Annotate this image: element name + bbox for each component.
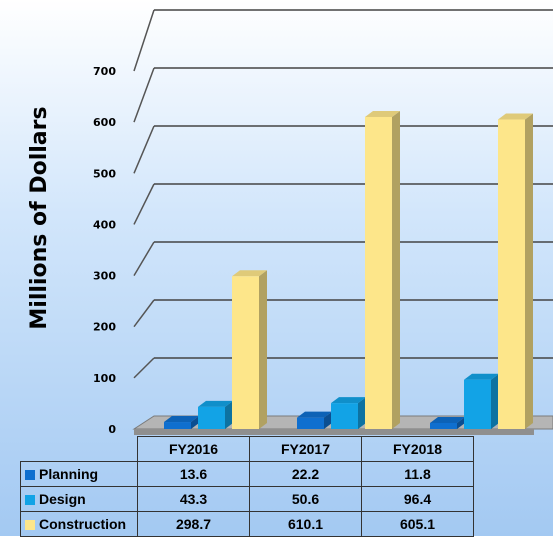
series-name: Construction (39, 516, 127, 532)
gridline-diagonal (133, 299, 155, 328)
bar-planning-fy2016 (164, 416, 199, 429)
bar-side (358, 397, 366, 429)
bar-top (365, 110, 400, 117)
table-header-row: FY2016 FY2017 FY2018 (21, 436, 474, 462)
bar-construction-fy2018 (498, 113, 533, 429)
legend-swatch (25, 470, 35, 480)
data-label: 22.2 (249, 461, 362, 487)
bar-design-fy2016 (198, 400, 233, 429)
bar-side (457, 416, 465, 429)
data-label: 96.4 (361, 486, 474, 512)
bar-front (430, 422, 457, 429)
bar-top (430, 416, 465, 423)
bar-top (331, 397, 366, 404)
gridlines (133, 9, 553, 379)
gridline-diagonal (133, 183, 155, 225)
bar-top (297, 411, 332, 418)
bar-side (392, 110, 400, 430)
bar-side (491, 373, 499, 429)
gridline-diagonal (133, 241, 155, 276)
gridline-diagonal (133, 67, 155, 123)
bar-front (198, 406, 225, 429)
y-tick-label: 0 (108, 423, 116, 436)
bars (164, 110, 533, 430)
table-corner (21, 437, 138, 462)
bar-front (164, 422, 191, 429)
bar-top (198, 400, 233, 407)
category-header: FY2016 (137, 436, 250, 462)
bar-front (464, 379, 491, 429)
table-row: Design 43.3 50.6 96.4 (20, 486, 474, 512)
bar-front (498, 119, 525, 429)
y-tick-label: 700 (93, 65, 116, 78)
bar-planning-fy2018 (430, 416, 465, 429)
gridline-diagonal (133, 357, 155, 379)
y-tick-label: 600 (93, 116, 116, 129)
bar-construction-fy2016 (232, 270, 267, 429)
data-label: 605.1 (361, 511, 474, 537)
table-row: Planning 13.6 22.2 11.8 (20, 461, 474, 487)
gridline-diagonal (133, 9, 155, 72)
floor-front (134, 429, 534, 435)
bar-side (259, 270, 267, 429)
category-header: FY2018 (361, 436, 474, 462)
data-label: 610.1 (249, 511, 362, 537)
y-axis-label: Millions of Dollars (27, 106, 52, 329)
legend-entry-design: Design (20, 486, 138, 512)
y-axis-ticks: 0 100 200 300 400 500 600 700 (93, 65, 116, 436)
bar-front (232, 276, 259, 429)
bar-planning-fy2017 (297, 411, 332, 429)
data-label: 50.6 (249, 486, 362, 512)
bar-top (232, 270, 267, 277)
y-tick-label: 500 (93, 167, 116, 180)
data-label: 43.3 (137, 486, 250, 512)
bar-side (225, 400, 233, 429)
series-name: Planning (39, 466, 99, 482)
bar-side (324, 411, 332, 429)
data-label: 298.7 (137, 511, 250, 537)
bar-top (164, 416, 199, 423)
bar-design-fy2018 (464, 373, 499, 429)
series-name: Design (39, 491, 86, 507)
bar-construction-fy2017 (365, 110, 400, 430)
legend-swatch (25, 520, 35, 530)
gridline-diagonal (133, 125, 155, 174)
y-tick-label: 200 (93, 321, 116, 334)
bar-top (464, 373, 499, 380)
bar-side (525, 113, 533, 429)
category-header: FY2017 (249, 436, 362, 462)
legend-entry-planning: Planning (20, 461, 138, 487)
bar-side (191, 416, 199, 429)
bar-design-fy2017 (331, 397, 366, 429)
data-label: 13.6 (137, 461, 250, 487)
bar-front (297, 417, 324, 429)
y-tick-label: 100 (93, 372, 116, 385)
table-row: Construction 298.7 610.1 605.1 (20, 511, 474, 537)
bar-front (331, 403, 358, 429)
data-table: FY2016 FY2017 FY2018 Planning 13.6 22.2 … (20, 436, 474, 537)
y-tick-label: 300 (93, 270, 116, 283)
y-tick-label: 400 (93, 218, 116, 231)
legend-swatch (25, 495, 35, 505)
bar-top (498, 113, 533, 120)
bar-front (365, 116, 392, 430)
legend-entry-construction: Construction (20, 511, 138, 537)
data-label: 11.8 (361, 461, 474, 487)
